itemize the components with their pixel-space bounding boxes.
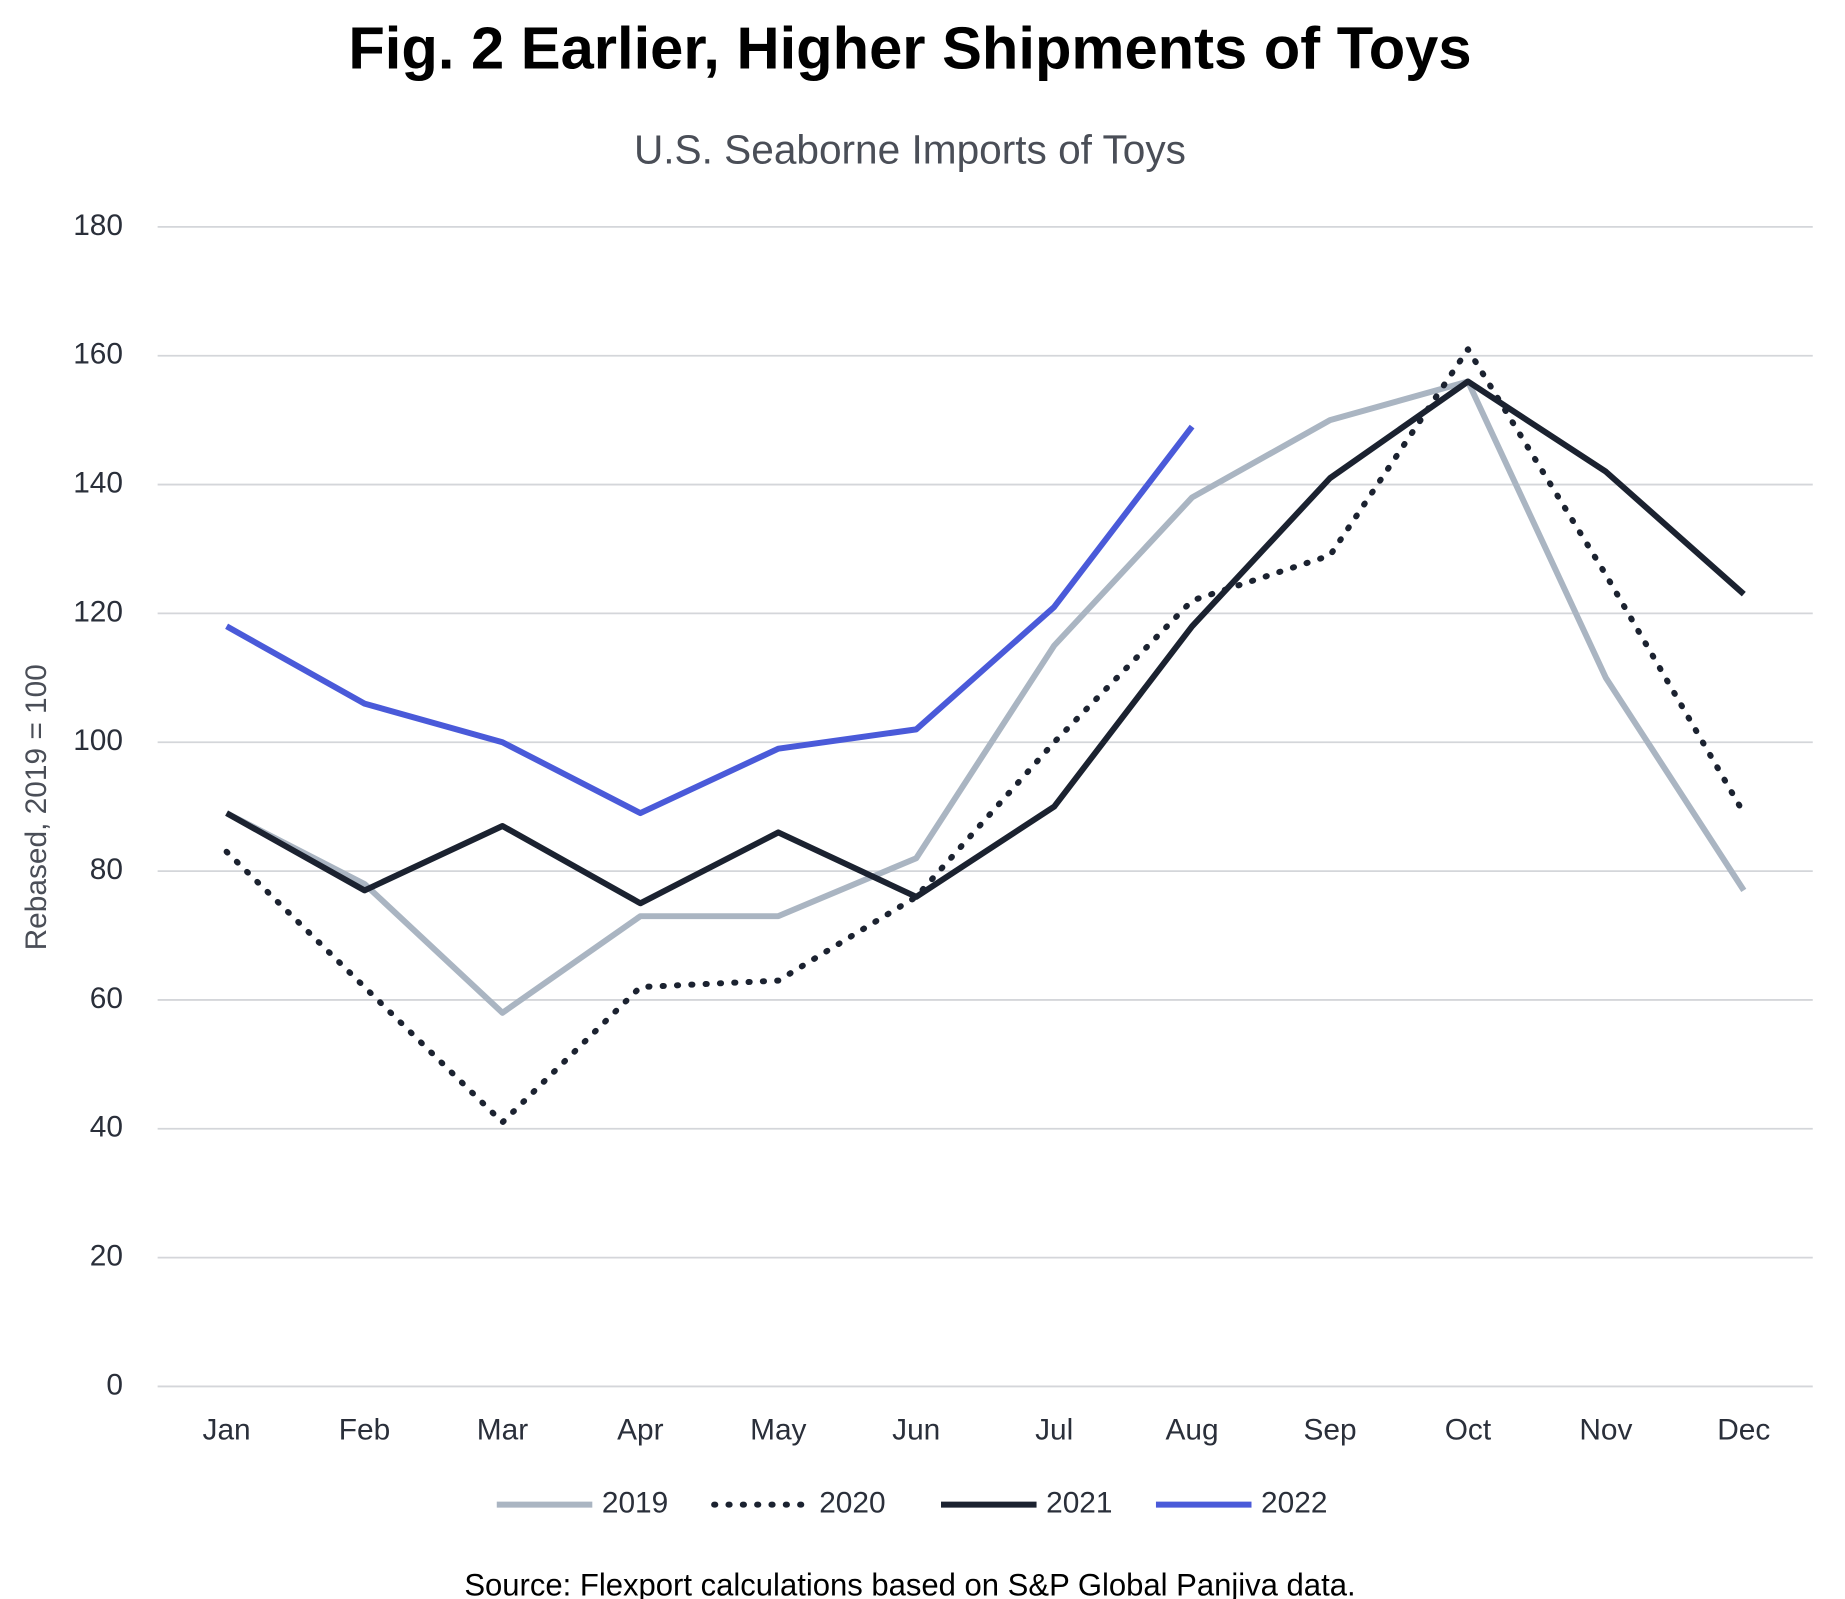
legend-label: 2020 (819, 1487, 885, 1520)
source-note: Source: Flexport calculations based on S… (464, 1567, 1355, 1599)
chart-subtitle: U.S. Seaborne Imports of Toys (634, 127, 1186, 173)
x-tick-label: Apr (617, 1414, 664, 1447)
y-tick-label: 20 (90, 1239, 123, 1272)
legend-label: 2021 (1046, 1487, 1112, 1520)
y-tick-label: 180 (73, 209, 123, 242)
x-tick-label: Aug (1166, 1414, 1219, 1447)
y-tick-label: 140 (73, 466, 123, 499)
chart-title: Fig. 2 Earlier, Higher Shipments of Toys (348, 14, 1471, 81)
series-line (225, 424, 1195, 817)
y-axis-label: Rebased, 2019 = 100 (20, 664, 53, 950)
y-tick-label: 40 (90, 1111, 123, 1144)
x-tick-label: May (750, 1414, 806, 1447)
y-tick-label: 60 (90, 982, 123, 1015)
y-tick-label: 80 (90, 853, 123, 886)
x-tick-label: Jul (1035, 1414, 1073, 1447)
series-line (225, 378, 1747, 1016)
series-line (225, 378, 1746, 907)
y-tick-label: 120 (73, 595, 123, 628)
x-tick-label: Sep (1303, 1414, 1356, 1447)
x-tick-label: Mar (477, 1414, 528, 1447)
y-tick-label: 0 (106, 1368, 123, 1401)
legend-label: 2022 (1261, 1487, 1327, 1520)
legend-label: 2019 (602, 1487, 668, 1520)
y-tick-label: 160 (73, 338, 123, 371)
series-line (223, 346, 1747, 1126)
x-tick-label: Dec (1717, 1414, 1770, 1447)
x-tick-label: Jan (203, 1414, 251, 1447)
y-tick-label: 100 (73, 724, 123, 757)
x-tick-label: Jun (892, 1414, 940, 1447)
x-tick-label: Oct (1445, 1414, 1492, 1447)
x-tick-label: Feb (339, 1414, 390, 1447)
x-tick-label: Nov (1579, 1414, 1632, 1447)
